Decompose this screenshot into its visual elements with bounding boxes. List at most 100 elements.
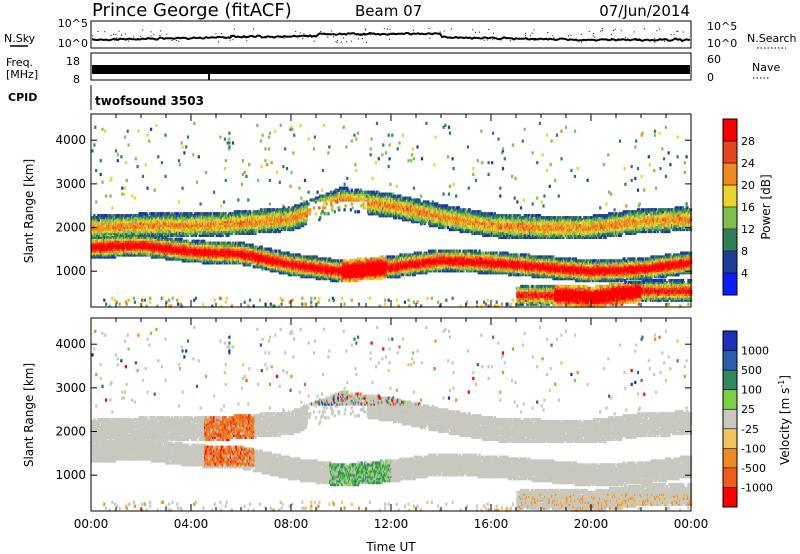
power-cell xyxy=(123,253,126,257)
noise-search-dot xyxy=(413,29,415,31)
power-cell xyxy=(102,239,105,243)
power-cell xyxy=(104,222,107,226)
power-cell xyxy=(161,229,164,234)
power-cell xyxy=(141,216,145,220)
power-cell xyxy=(118,229,121,234)
power-cell xyxy=(160,231,163,235)
power-cell xyxy=(193,121,196,125)
power-cell xyxy=(98,239,101,243)
power-cell xyxy=(164,133,167,137)
power-cell xyxy=(162,220,165,224)
power-cell xyxy=(115,216,118,220)
power-cell xyxy=(159,227,162,232)
noise-search-dot xyxy=(622,38,624,40)
power-cell xyxy=(160,233,163,237)
power-cell xyxy=(95,200,98,204)
noise-search-dot xyxy=(150,31,152,33)
power-cell xyxy=(102,231,105,235)
power-cell xyxy=(248,163,251,167)
power-cell xyxy=(293,133,296,137)
power-cell xyxy=(157,214,160,218)
noise-search-dot xyxy=(217,41,219,43)
noise-search-dot xyxy=(343,37,345,39)
noise-search-dot xyxy=(313,40,315,42)
power-cell xyxy=(116,239,119,243)
power-cell xyxy=(104,235,107,239)
power-cell xyxy=(258,298,262,302)
power-cell xyxy=(264,147,267,151)
power-cell xyxy=(199,202,202,206)
power-cell xyxy=(224,300,227,304)
power-cell xyxy=(130,229,133,234)
power-cell xyxy=(105,233,108,237)
noise-tick-left-bottom: 10^0 xyxy=(58,37,88,50)
power-cell xyxy=(165,235,168,239)
power-cell xyxy=(169,304,172,308)
power-cell xyxy=(152,251,155,255)
power-cell xyxy=(141,304,144,308)
power-cell xyxy=(160,227,163,232)
power-cell xyxy=(114,231,118,235)
power-cell xyxy=(132,216,135,220)
power-cell xyxy=(318,296,321,300)
power-cell xyxy=(123,135,127,139)
power-cell xyxy=(132,251,136,255)
power-cell xyxy=(312,206,316,210)
power-cell xyxy=(102,249,105,253)
power-cell xyxy=(281,298,284,302)
noise-search-dot xyxy=(581,41,583,43)
power-cell xyxy=(132,218,136,222)
power-cell xyxy=(181,145,184,149)
power-cell xyxy=(180,237,183,241)
power-cell xyxy=(202,302,205,306)
power-cell xyxy=(175,227,178,232)
power-cell xyxy=(117,216,120,220)
power-cell xyxy=(181,229,184,234)
power-cell xyxy=(135,253,138,257)
noise-search-dot xyxy=(383,28,385,30)
power-cell xyxy=(174,218,177,222)
power-cell xyxy=(172,222,175,226)
power-cell xyxy=(204,170,208,175)
power-cell xyxy=(181,241,184,245)
power-cell xyxy=(179,224,182,228)
power-cell xyxy=(169,222,172,226)
power-cell xyxy=(213,190,216,194)
power-cell xyxy=(247,198,250,202)
power-cell xyxy=(129,249,132,253)
noise-search-dot xyxy=(659,28,661,30)
noise-search-dot xyxy=(142,29,144,31)
power-cell xyxy=(170,237,173,241)
power-cell xyxy=(144,225,147,230)
noise-search-dot xyxy=(393,32,395,34)
power-cell xyxy=(173,216,176,220)
noise-search-dot xyxy=(478,31,480,33)
power-cell xyxy=(160,225,163,230)
power-cell xyxy=(172,229,175,234)
power-cell xyxy=(257,178,260,182)
power-cell xyxy=(155,249,158,253)
power-cell xyxy=(128,298,131,302)
noise-tick-right-bottom: 10^0 xyxy=(707,37,737,50)
power-cell xyxy=(111,235,114,239)
power-cell xyxy=(180,216,183,220)
power-cell xyxy=(213,298,217,302)
power-cell xyxy=(133,253,136,257)
power-cell xyxy=(111,253,114,257)
power-cell xyxy=(143,298,146,302)
noise-search-dot xyxy=(673,33,675,35)
noise-search-dot xyxy=(499,38,501,40)
power-cell xyxy=(241,159,244,163)
power-cell xyxy=(300,196,303,200)
power-cell xyxy=(124,231,127,235)
noise-search-dot xyxy=(682,31,684,33)
power-cell xyxy=(118,253,121,257)
date-label: 07/Jun/2014 xyxy=(599,2,690,20)
noise-search-dot xyxy=(230,35,231,37)
power-cell xyxy=(162,216,165,220)
noise-search-dot xyxy=(229,39,231,41)
power-cell xyxy=(165,255,168,259)
noise-search-dot xyxy=(533,39,535,41)
noise-search-dot xyxy=(364,35,366,36)
noise-search-dot xyxy=(251,35,253,36)
